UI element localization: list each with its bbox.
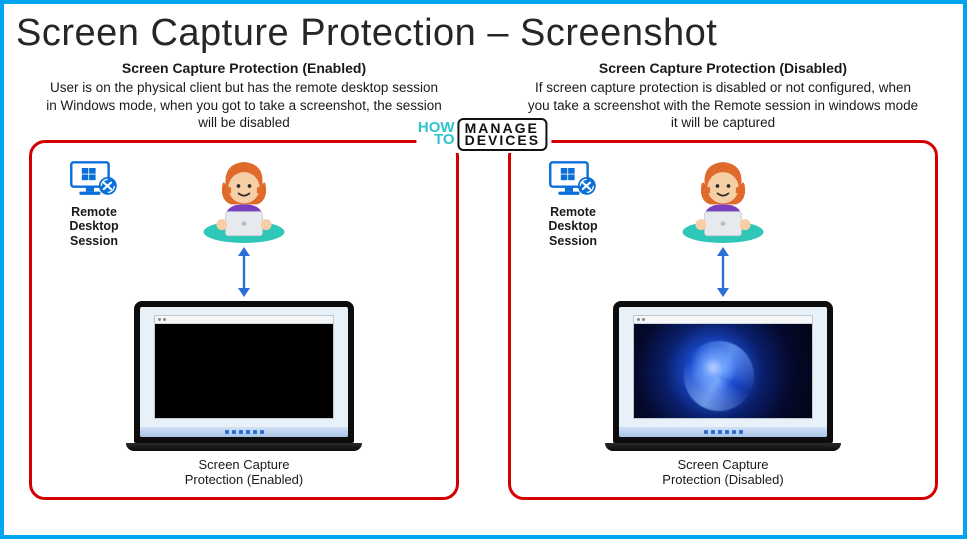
rds-label-enabled: Remote Desktop Session [50, 205, 138, 248]
bidirectional-arrow-icon [234, 247, 254, 297]
win11-bloom-icon [679, 336, 758, 415]
laptop-enabled: Screen Capture Protection (Enabled) [126, 301, 362, 488]
header-body-disabled: If screen capture protection is disabled… [528, 80, 918, 130]
watermark-howto: HOW TO [418, 122, 455, 147]
laptop-disabled: Screen Capture Protection (Disabled) [605, 301, 841, 488]
header-enabled: Screen Capture Protection (Enabled) User… [24, 59, 464, 138]
rds-label-disabled: Remote Desktop Session [529, 205, 617, 248]
user-at-laptop-icon [198, 151, 290, 243]
panel-disabled: Remote Desktop Session [508, 140, 938, 500]
window-titlebar [634, 316, 812, 324]
watermark-to: TO [418, 134, 455, 146]
remote-desktop-icon [547, 159, 599, 203]
page-title: Screen Capture Protection – Screenshot [4, 4, 963, 55]
rds-block-enabled: Remote Desktop Session [50, 159, 138, 248]
column-disabled: Screen Capture Protection (Disabled) If … [503, 59, 943, 516]
header-disabled: Screen Capture Protection (Disabled) If … [503, 59, 943, 138]
watermark-managedevices: MANAGE DEVICES [458, 118, 547, 151]
laptop-base [126, 443, 362, 451]
user-at-laptop-icon [677, 151, 769, 243]
remote-window [154, 315, 334, 419]
bidirectional-arrow-icon [713, 247, 733, 297]
laptop-shell [134, 301, 354, 443]
header-title-enabled: Screen Capture Protection (Enabled) [44, 59, 444, 77]
rds-block-disabled: Remote Desktop Session [529, 159, 617, 248]
window-titlebar [155, 316, 333, 324]
header-body-enabled: User is on the physical client but has t… [46, 80, 441, 130]
window-content-blacked-out [155, 324, 333, 418]
laptop-shell [613, 301, 833, 443]
taskbar [619, 427, 827, 437]
remote-desktop-icon [68, 159, 120, 203]
laptop-desktop [619, 307, 827, 437]
remote-window [633, 315, 813, 419]
laptop-caption-enabled: Screen Capture Protection (Enabled) [126, 457, 362, 488]
laptop-base [605, 443, 841, 451]
slide-frame: Screen Capture Protection – Screenshot H… [0, 0, 967, 539]
window-content-captured [634, 324, 812, 418]
watermark-logo: HOW TO MANAGE DEVICES [416, 116, 551, 153]
laptop-caption-disabled: Screen Capture Protection (Disabled) [605, 457, 841, 488]
header-title-disabled: Screen Capture Protection (Disabled) [523, 59, 923, 77]
watermark-devices: DEVICES [465, 135, 540, 147]
taskbar [140, 427, 348, 437]
panel-enabled: Remote Desktop Session [29, 140, 459, 500]
column-enabled: Screen Capture Protection (Enabled) User… [24, 59, 464, 516]
laptop-desktop [140, 307, 348, 437]
